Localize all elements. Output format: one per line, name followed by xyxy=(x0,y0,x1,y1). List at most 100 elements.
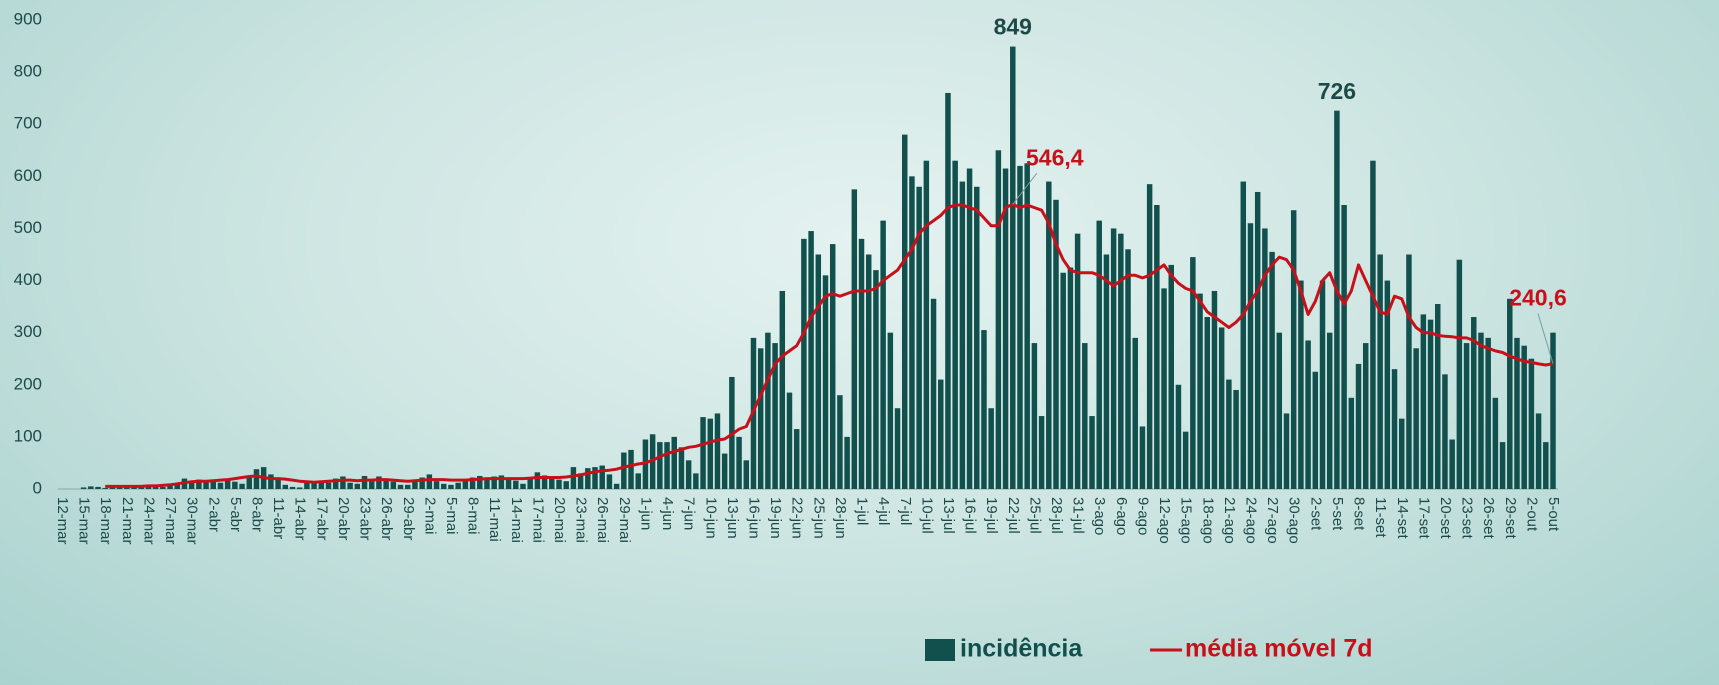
x-tick-label: 30-mar xyxy=(184,497,201,545)
bar xyxy=(1377,254,1383,489)
x-tick-label: 10-jun xyxy=(702,497,719,539)
bar xyxy=(1521,345,1527,489)
x-tick-label: 20-abr xyxy=(335,497,352,540)
x-tick-label: 17-set xyxy=(1415,497,1432,540)
x-tick-label: 24-ago xyxy=(1243,497,1260,544)
bar xyxy=(995,150,1002,489)
x-tick-label: 7-jul xyxy=(897,497,914,525)
x-tick-label: 16-jun xyxy=(746,497,763,539)
bar xyxy=(390,481,397,489)
bar xyxy=(239,483,245,489)
x-tick-label: 29-abr xyxy=(400,497,417,540)
x-tick-label: 19-jun xyxy=(767,497,784,539)
bar xyxy=(1370,160,1376,489)
bar xyxy=(1449,439,1455,489)
legend-swatch xyxy=(925,639,955,661)
bar xyxy=(966,168,973,489)
x-tick-label: 22-jul xyxy=(1005,497,1022,534)
x-tick-label: 9-ago xyxy=(1134,497,1151,535)
bar xyxy=(124,486,130,489)
moving-average-line xyxy=(105,202,1554,488)
bar xyxy=(988,408,994,489)
bar xyxy=(765,332,771,489)
bar xyxy=(224,480,231,489)
bar xyxy=(1110,228,1117,489)
bar xyxy=(1463,343,1470,489)
bar xyxy=(1046,181,1052,490)
bar xyxy=(491,476,497,489)
x-tick-label: 14-set xyxy=(1394,497,1411,540)
bar xyxy=(1413,348,1419,489)
x-tick-label: 20-mai xyxy=(551,497,568,543)
bar xyxy=(1535,413,1542,489)
y-tick-label: 900 xyxy=(14,9,42,28)
x-tick-label: 30-ago xyxy=(1286,497,1303,544)
bar xyxy=(1269,251,1275,489)
bar xyxy=(196,479,202,489)
bar xyxy=(1319,280,1326,489)
bar xyxy=(282,484,289,489)
bar xyxy=(549,477,555,489)
bar xyxy=(419,477,425,489)
bar xyxy=(1132,337,1138,489)
bar xyxy=(1038,416,1045,489)
bar xyxy=(152,485,159,489)
bar xyxy=(455,482,461,489)
bar xyxy=(1146,184,1153,489)
x-tick-label: 10-jul xyxy=(918,497,935,534)
x-tick-label: 21-mar xyxy=(119,497,136,545)
x-tick-label: 18-mar xyxy=(97,497,114,545)
bar xyxy=(534,472,541,489)
bar xyxy=(1161,288,1167,489)
x-tick-label: 25-jul xyxy=(1026,497,1043,534)
x-tick-label: 23-set xyxy=(1459,497,1476,540)
bar xyxy=(1326,332,1333,489)
bar xyxy=(1485,337,1491,489)
bar xyxy=(585,468,591,489)
x-tick-label: 8-abr xyxy=(249,497,266,532)
bar-value-label: 726 xyxy=(1318,78,1356,104)
bar xyxy=(1543,442,1549,489)
x-tick-label: 8-set xyxy=(1351,497,1368,531)
x-tick-label: 29-set xyxy=(1502,497,1519,540)
bar xyxy=(1420,314,1427,489)
bar xyxy=(405,484,411,489)
x-tick-label: 29-mai xyxy=(616,497,633,543)
bar xyxy=(1550,332,1556,489)
bar xyxy=(1471,317,1477,489)
bar xyxy=(635,473,641,489)
bar xyxy=(138,486,144,489)
bar xyxy=(714,413,721,489)
x-tick-label: 23-mai xyxy=(573,497,590,543)
x-tick-label: 11-mai xyxy=(486,497,503,542)
bar xyxy=(772,343,778,489)
bar xyxy=(1197,293,1203,489)
bar xyxy=(1514,337,1520,489)
bar xyxy=(700,417,706,489)
bar xyxy=(1283,413,1290,489)
label-leader xyxy=(1012,172,1038,205)
bar xyxy=(1399,418,1405,489)
bar xyxy=(289,486,296,489)
bar xyxy=(318,481,325,489)
y-tick-label: 500 xyxy=(14,218,42,237)
x-tick-label: 22-jun xyxy=(789,497,806,539)
bar xyxy=(902,134,908,489)
y-tick-label: 800 xyxy=(14,62,42,81)
bar xyxy=(786,392,793,489)
bar xyxy=(469,477,476,489)
x-tick-label: 26-set xyxy=(1480,497,1497,540)
bar xyxy=(304,482,310,489)
bar xyxy=(693,473,699,489)
bar xyxy=(657,442,663,489)
bar xyxy=(268,474,274,489)
bar xyxy=(1240,181,1247,490)
x-tick-label: 3-ago xyxy=(1091,497,1108,535)
bar xyxy=(1053,199,1059,490)
bar xyxy=(577,473,584,489)
x-tick-label: 23-abr xyxy=(357,497,374,540)
bar xyxy=(592,467,598,489)
bar xyxy=(743,460,750,489)
bar xyxy=(678,447,685,489)
